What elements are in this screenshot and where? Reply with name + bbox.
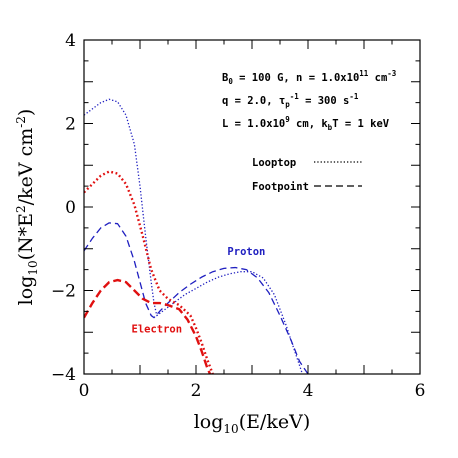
x-tick-label: 4 (303, 381, 314, 401)
legend-label-looptop: Looptop (252, 157, 296, 169)
x-tick-label: 2 (191, 381, 202, 401)
series-layer (84, 98, 309, 374)
y-axis-title: log10(N*E2/keV cm-2) (14, 109, 40, 306)
y-tick-label: 4 (65, 31, 76, 51)
proton-footpoint-series (84, 222, 309, 374)
proton-label: Proton (227, 246, 265, 258)
legend-label-footpoint: Footpoint (252, 181, 309, 193)
series-labels: Proton Electron (132, 246, 266, 335)
parameter-annotations: B0 = 100 G, n = 1.0x1011 cm-3 q = 2.0, τp… (222, 69, 397, 132)
electron-looptop-series (84, 170, 214, 374)
legend: Looptop Footpoint (252, 157, 362, 193)
proton-looptop-series (84, 98, 304, 374)
y-tick-label: −2 (51, 282, 76, 302)
x-axis-title: log10(E/keV) (194, 411, 311, 436)
x-tick-label: 6 (415, 381, 426, 401)
electron-label: Electron (132, 323, 183, 335)
parameter-line-2: q = 2.0, τp-1 = 300 s-1 (222, 92, 359, 109)
y-tick-label: 2 (65, 115, 76, 135)
ticks-layer (83, 39, 421, 375)
parameter-line-3: L = 1.0x109 cm, kbT = 1 keV (222, 115, 390, 132)
y-tick-label: 0 (65, 198, 76, 218)
electron-footpoint-series (84, 278, 212, 374)
x-tick-label: 0 (79, 381, 90, 401)
tick-labels-layer: 0 2 4 6 −4 −2 0 2 4 (51, 31, 425, 401)
parameter-line-1: B0 = 100 G, n = 1.0x1011 cm-3 (222, 69, 397, 86)
y-tick-label: −4 (51, 365, 76, 385)
